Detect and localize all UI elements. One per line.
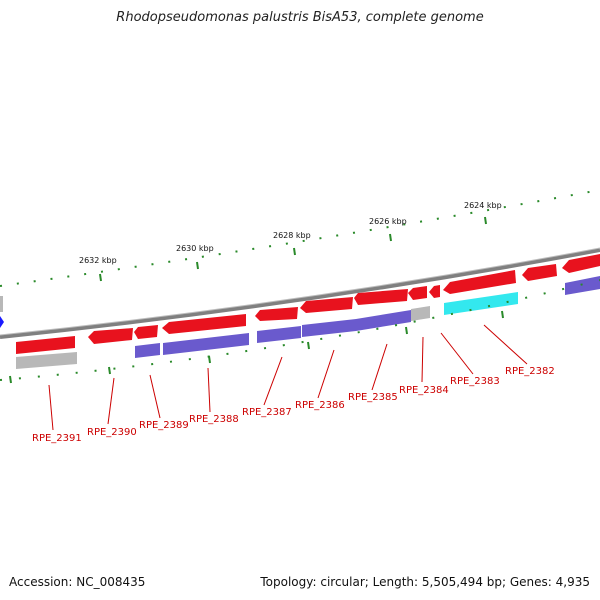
gene-feature[interactable]: [356, 310, 411, 331]
gene-label-rpe-2382[interactable]: RPE_2382: [505, 366, 555, 377]
major-tick-2626: [389, 233, 392, 242]
tick-label: 2630 kbp: [176, 244, 214, 253]
pseudo-feature[interactable]: [411, 306, 430, 321]
gene-label-rpe-2384[interactable]: RPE_2384: [399, 385, 449, 396]
gene-feature[interactable]: [565, 276, 600, 295]
gene-feature[interactable]: [163, 333, 249, 355]
map-title: Rhodopseudomonas palustris BisA53, compl…: [116, 10, 484, 25]
major-tick-2632: [99, 273, 102, 282]
cds-feature[interactable]: [443, 270, 516, 294]
forward-cds-track: [16, 254, 600, 354]
gene-label-rpe-2391[interactable]: RPE_2391: [32, 433, 82, 444]
outer-scale-ring: [0, 189, 600, 287]
major-tick-2630: [196, 261, 199, 270]
gene-label-rpe-2390[interactable]: RPE_2390: [87, 427, 137, 438]
cds-feature[interactable]: [16, 336, 75, 354]
tick-label: 2628 kbp: [273, 231, 311, 240]
tick-label: 2624 kbp: [464, 201, 502, 210]
accession-text: Accession: NC_008435: [9, 575, 146, 589]
gene-label-rpe-2385[interactable]: RPE_2385: [348, 392, 398, 403]
genome-backbone: [0, 248, 600, 339]
origin-marker[interactable]: [0, 316, 4, 328]
tick-labels: 2632 kbp 2630 kbp 2628 kbp 2626 kbp 2624…: [79, 201, 502, 265]
cds-feature[interactable]: [354, 289, 408, 305]
rna-feature[interactable]: [444, 292, 518, 315]
inner-tick: [208, 355, 211, 364]
topology-text: Topology: circular; Length: 5,505,494 bp…: [260, 575, 590, 589]
inner-tick: [501, 310, 504, 319]
cds-feature[interactable]: [522, 264, 557, 281]
cds-feature[interactable]: [562, 254, 600, 273]
major-tick-2624: [484, 216, 487, 225]
cds-feature[interactable]: [162, 314, 246, 334]
gene-label-rpe-2389[interactable]: RPE_2389: [139, 420, 189, 431]
cds-feature[interactable]: [255, 307, 298, 321]
inner-scale-ring: [0, 279, 600, 384]
edge-feature-stub[interactable]: [0, 296, 3, 312]
major-tick-2628: [293, 247, 296, 256]
cds-feature[interactable]: [408, 286, 427, 300]
cds-feature[interactable]: [300, 297, 353, 313]
gene-track: [16, 276, 600, 369]
gene-feature[interactable]: [257, 326, 301, 343]
leader-lines: [48, 324, 528, 431]
cds-feature[interactable]: [429, 285, 440, 298]
inner-tick: [108, 366, 111, 375]
gene-label-rpe-2386[interactable]: RPE_2386: [295, 400, 345, 411]
gene-feature[interactable]: [135, 343, 160, 358]
inner-tick: [9, 375, 12, 384]
tick-label: 2632 kbp: [79, 256, 117, 265]
gene-label-rpe-2383[interactable]: RPE_2383: [450, 376, 500, 387]
gene-labels: RPE_2391 RPE_2390 RPE_2389 RPE_2388 RPE_…: [32, 366, 555, 444]
cds-feature[interactable]: [88, 328, 133, 344]
inner-tick: [405, 326, 408, 335]
gene-label-rpe-2387[interactable]: RPE_2387: [242, 407, 292, 418]
pseudo-feature[interactable]: [16, 352, 77, 369]
gene-label-rpe-2388[interactable]: RPE_2388: [189, 414, 239, 425]
cds-feature[interactable]: [134, 325, 158, 339]
gene-feature[interactable]: [302, 319, 356, 337]
tick-label: 2626 kbp: [369, 217, 407, 226]
inner-tick: [307, 341, 310, 350]
